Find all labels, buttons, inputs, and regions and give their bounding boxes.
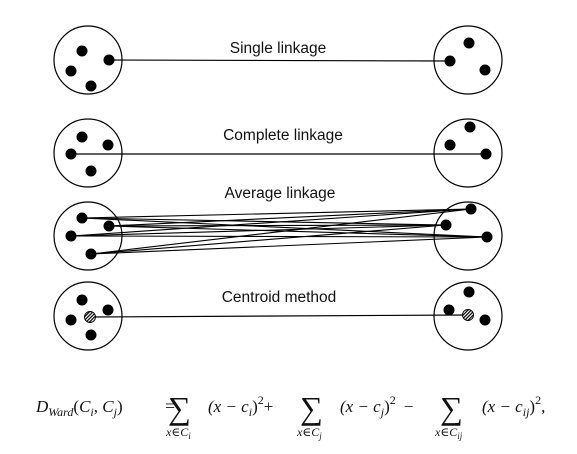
right-cluster [433, 118, 503, 188]
point [440, 219, 452, 231]
right-cluster [433, 25, 503, 95]
svg-text:(x − cj)2−: (x − cj)2− [340, 393, 413, 419]
point [479, 314, 491, 326]
centroid-link-line [89, 314, 469, 318]
complete-linkage-label: Complete linkage [223, 127, 343, 144]
point [85, 165, 97, 177]
centroid-marker [462, 309, 474, 321]
sum-symbol-1: ∑ [168, 390, 191, 426]
svg-text:=: = [165, 396, 175, 416]
centroid-method-label: Centroid method [222, 289, 337, 306]
right-cluster [433, 281, 503, 351]
single-linkage-row: Single linkage [53, 25, 503, 95]
point [103, 220, 115, 232]
left-cluster [53, 118, 123, 188]
left-cluster [53, 281, 123, 351]
svg-text:x∈Cij: x∈Cij [434, 425, 463, 441]
point [76, 131, 88, 143]
point [76, 45, 88, 57]
point [463, 286, 475, 298]
svg-text:DWard(Ci, Cj): DWard(Ci, Cj) [35, 397, 123, 419]
point [85, 329, 97, 341]
svg-text:x∈Ci: x∈Ci [165, 425, 191, 441]
ward-formula: DWard(Ci, Cj) = ∑ x∈Ci (x − ci)2+ ∑ x∈Cj… [35, 390, 545, 441]
complete-linkage-row: Complete linkage [53, 118, 503, 188]
point [76, 294, 88, 306]
point [444, 139, 456, 151]
point [465, 203, 477, 215]
point [463, 37, 475, 49]
point [443, 304, 455, 316]
point [480, 148, 492, 160]
point [85, 80, 97, 92]
svg-text:x∈Cj: x∈Cj [296, 425, 322, 441]
svg-text:(x − ci)2+: (x − ci)2+ [208, 393, 273, 419]
point [65, 65, 77, 77]
centroid-marker [84, 311, 96, 323]
point [102, 304, 114, 316]
average-linkage-label: Average linkage [225, 185, 336, 202]
point [76, 212, 88, 224]
sum-symbol-3: ∑ [440, 390, 463, 426]
point [102, 139, 114, 151]
point [85, 248, 97, 260]
sum-symbol-2: ∑ [300, 390, 323, 426]
point [103, 54, 115, 66]
average-linkage-row: Average linkage [53, 185, 503, 271]
centroid-method-row: Centroid method [53, 281, 503, 351]
svg-text:(x − cij)2,: (x − cij)2, [482, 393, 545, 419]
point [65, 148, 77, 160]
point [464, 121, 476, 133]
point [65, 230, 77, 242]
single-linkage-label: Single linkage [230, 40, 327, 57]
point [481, 231, 493, 243]
single-link-line [108, 59, 451, 62]
point [65, 314, 77, 326]
average-link-lines [70, 208, 488, 255]
point [479, 64, 491, 76]
point [444, 55, 456, 67]
